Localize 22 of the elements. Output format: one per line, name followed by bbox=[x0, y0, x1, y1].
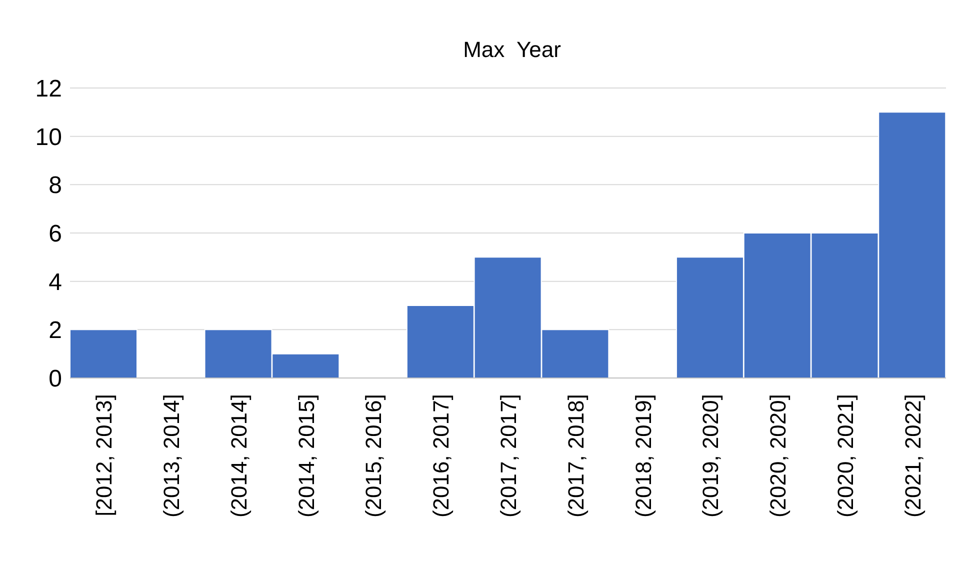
x-tick-label: (2021, 2022] bbox=[900, 394, 926, 518]
y-tick-label: 10 bbox=[35, 124, 62, 151]
x-tick-label: (2015, 2016] bbox=[361, 394, 386, 518]
chart-title: Max Year bbox=[462, 36, 562, 64]
x-tick-label: (2018, 2019] bbox=[630, 394, 656, 518]
x-tick-label: (2014, 2014] bbox=[226, 394, 252, 518]
y-tick-label: 4 bbox=[48, 268, 62, 296]
x-tick-label: (2013, 2014] bbox=[159, 394, 184, 518]
x-tick-label: (2019, 2020] bbox=[698, 394, 724, 518]
x-tick-label: [2012, 2013] bbox=[92, 394, 117, 516]
x-tick-label: (2016, 2017] bbox=[428, 394, 454, 518]
y-tick-label: 2 bbox=[48, 317, 62, 344]
x-tick-label: (2020, 2021] bbox=[832, 394, 858, 518]
x-tick-label: (2020, 2020] bbox=[766, 394, 791, 518]
x-tick-label: (2017, 2018] bbox=[563, 394, 588, 518]
y-tick-label: 6 bbox=[48, 220, 62, 248]
x-tick-label: (2017, 2017] bbox=[496, 394, 521, 518]
y-tick-label: 0 bbox=[48, 366, 62, 393]
y-tick-label: 8 bbox=[48, 172, 62, 200]
x-tick-label: (2014, 2015] bbox=[294, 394, 319, 518]
y-tick-label: 12 bbox=[35, 76, 62, 103]
bar bbox=[70, 329, 138, 378]
